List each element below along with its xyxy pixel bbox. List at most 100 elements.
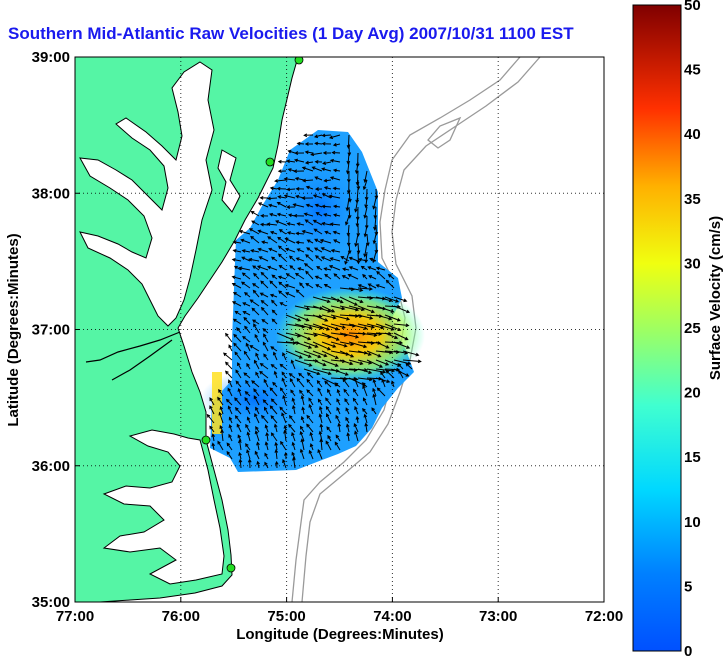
- velocity-arrow: [314, 176, 323, 181]
- velocity-arrow: [252, 289, 260, 298]
- velocity-arrow: [261, 318, 269, 325]
- velocity-arrow: [260, 306, 269, 316]
- velocity-arrow: [306, 389, 314, 397]
- velocity-arrow: [354, 233, 359, 248]
- velocity-arrow: [301, 229, 314, 235]
- velocity-arrow: [308, 397, 314, 406]
- velocity-arrow: [402, 350, 420, 357]
- velocity-arrow: [315, 212, 323, 217]
- velocity-arrow: [292, 203, 305, 208]
- velocity-arrow: [325, 440, 332, 451]
- velocity-arrow: [357, 284, 368, 289]
- velocity-arrow: [276, 186, 287, 191]
- velocity-arrow: [325, 405, 332, 415]
- velocity-arrow: [321, 133, 332, 138]
- velocity-arrow: [240, 281, 251, 289]
- y-tick-label: 36:00: [32, 458, 70, 475]
- velocity-arrow: [361, 382, 368, 388]
- velocity-arrow: [276, 332, 295, 341]
- colorbar-ticks: 0 5 10 15 20 25 30 35 40 45 50: [684, 0, 701, 659]
- velocity-arrow: [246, 362, 251, 370]
- velocity-arrow: [323, 178, 332, 183]
- velocity-arrow: [288, 423, 296, 433]
- velocity-arrow: [236, 423, 242, 433]
- velocity-arrow: [264, 424, 269, 433]
- velocity-arrow: [294, 305, 311, 311]
- velocity-arrow: [286, 231, 296, 235]
- x-tick-label: 72:00: [585, 608, 623, 625]
- velocity-arrow: [330, 314, 351, 321]
- velocity-arrow: [321, 305, 336, 313]
- velocity-arrow: [271, 299, 278, 307]
- velocity-arrow: [218, 411, 224, 424]
- velocity-arrow: [362, 397, 368, 406]
- velocity-arrow: [334, 441, 341, 451]
- velocity-arrow: [211, 442, 216, 451]
- y-axis-label: Latitude (Degrees:Minutes): [5, 233, 22, 426]
- velocity-arrow: [329, 158, 341, 163]
- velocity-arrow: [286, 159, 296, 164]
- velocity-arrow: [264, 452, 269, 460]
- velocity-arrow: [217, 440, 224, 451]
- velocity-arrow: [245, 423, 251, 433]
- velocity-arrow: [312, 368, 332, 376]
- velocity-arrow: [287, 149, 296, 154]
- velocity-arrow: [269, 230, 278, 235]
- velocity-arrow: [283, 429, 287, 442]
- velocity-arrow: [363, 170, 368, 184]
- velocity-arrow: [339, 305, 360, 312]
- velocity-arrow: [289, 378, 296, 388]
- velocity-arrow: [275, 220, 287, 226]
- velocity-arrow: [237, 434, 242, 442]
- velocity-arrow: [242, 335, 251, 343]
- velocity-arrow: [227, 387, 233, 397]
- velocity-arrow: [372, 393, 377, 406]
- velocity-arrow: [280, 440, 287, 451]
- velocity-arrow: [218, 388, 224, 397]
- y-tick-label: 35:00: [32, 594, 70, 611]
- velocity-arrow: [264, 406, 269, 415]
- velocity-arrow: [316, 379, 323, 388]
- velocity-arrow: [323, 186, 332, 190]
- velocity-arrow: [233, 342, 242, 352]
- velocity-arrow: [315, 284, 323, 289]
- y-tick-labels: 35:00 36:00 37:00 38:00 39:00: [32, 49, 80, 611]
- velocity-arrow: [273, 370, 278, 379]
- velocity-arrow: [319, 438, 324, 451]
- velocity-arrow: [333, 239, 341, 244]
- velocity-arrow: [313, 134, 323, 139]
- velocity-arrow: [304, 219, 314, 226]
- velocity-arrow: [277, 236, 287, 244]
- velocity-arrow: [339, 359, 354, 366]
- velocity-arrow: [238, 458, 243, 469]
- velocity-arrow: [259, 362, 269, 370]
- velocity-arrow: [362, 384, 368, 397]
- velocity-arrow: [298, 372, 305, 379]
- velocity-arrow: [231, 283, 242, 289]
- velocity-arrow: [294, 177, 305, 181]
- velocity-arrow: [393, 323, 410, 328]
- velocity-arrow: [305, 203, 314, 208]
- velocity-arrow: [369, 257, 377, 262]
- velocity-arrow: [332, 168, 341, 173]
- velocity-arrow: [278, 290, 287, 298]
- velocity-arrow: [245, 406, 251, 415]
- colorbar-tick-label: 15: [684, 449, 701, 466]
- velocity-arrow: [277, 253, 287, 262]
- velocity-arrow: [288, 414, 296, 424]
- velocity-arrow: [352, 397, 359, 406]
- velocity-arrow: [264, 461, 269, 469]
- velocity-arrow: [375, 296, 393, 303]
- velocity-arrow: [387, 273, 395, 280]
- chesapeake-bay: [79, 61, 215, 327]
- velocity-arrow: [299, 425, 305, 433]
- velocity-arrow: [306, 239, 314, 244]
- velocity-arrow: [294, 272, 305, 280]
- velocity-arrow: [296, 141, 305, 146]
- velocity-arrow: [270, 432, 278, 442]
- velocity-arrow: [237, 387, 242, 397]
- velocity-arrow: [235, 380, 242, 388]
- velocity-arrow: [348, 359, 364, 366]
- velocity-arrow: [270, 256, 278, 262]
- velocity-arrow: [222, 352, 233, 361]
